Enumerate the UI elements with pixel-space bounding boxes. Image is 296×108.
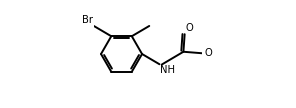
Text: O: O (185, 23, 193, 33)
Text: NH: NH (160, 65, 175, 75)
Text: O: O (204, 48, 212, 58)
Text: Br: Br (82, 15, 93, 25)
